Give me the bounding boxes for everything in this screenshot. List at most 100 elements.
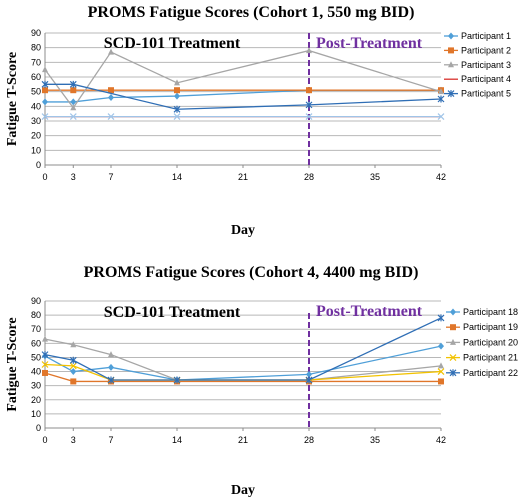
data-point (437, 95, 445, 103)
x-tick-label: 42 (436, 172, 446, 182)
legend-marker (450, 324, 456, 331)
data-point (437, 314, 445, 322)
data-point (69, 356, 77, 364)
data-point (438, 342, 444, 350)
y-tick-label: 40 (31, 367, 41, 377)
legend-marker (450, 338, 456, 345)
legend-marker (448, 47, 454, 54)
legend-entry: Participant 2 (444, 45, 511, 55)
legend-label: Participant 3 (461, 60, 511, 70)
data-point (42, 335, 48, 342)
series-line (44, 372, 441, 383)
data-point (174, 92, 180, 100)
y-axis-title: Fatigue T-Score (5, 317, 20, 411)
series (42, 87, 444, 94)
data-point (107, 376, 115, 384)
y-tick-label: 20 (31, 131, 41, 141)
legend-marker (450, 308, 456, 316)
y-tick-label: 30 (31, 116, 41, 126)
cohort-4-chart: PROMS Fatigue Scores (Cohort 4, 4400 mg … (5, 264, 518, 498)
data-point (42, 98, 48, 106)
legend-label: Participant 5 (461, 89, 511, 99)
data-point (70, 378, 77, 385)
legend-entry: Participant 4 (444, 74, 511, 84)
data-point (108, 351, 114, 358)
x-tick-label: 35 (370, 435, 380, 445)
data-point (108, 87, 114, 94)
x-tick-label: 21 (238, 435, 248, 445)
legend-entry: Participant 22 (446, 368, 518, 378)
legend-label: Participant 2 (461, 45, 511, 55)
x-tick-label: 7 (108, 172, 113, 182)
legend-marker (449, 354, 457, 362)
series (41, 113, 445, 121)
data-point (305, 101, 313, 109)
chart-1-title: PROMS Fatigue Scores (Cohort 1, 550 mg B… (88, 4, 415, 21)
data-point (305, 113, 313, 121)
y-tick-label: 80 (31, 43, 41, 53)
y-tick-label: 90 (31, 28, 41, 38)
legend-entry: Participant 18 (446, 307, 518, 317)
legend-entry: Participant 1 (444, 31, 511, 41)
x-tick-label: 28 (304, 435, 314, 445)
y-tick-label: 60 (31, 338, 41, 348)
treatment-label: SCD-101 Treatment (104, 304, 241, 321)
x-tick-label: 3 (71, 172, 76, 182)
x-tick-label: 42 (436, 435, 446, 445)
data-point (70, 341, 77, 348)
data-point (69, 80, 77, 88)
y-axis-title: Fatigue T-Score (5, 52, 20, 146)
series-line (44, 317, 442, 381)
legend-entry: Participant 3 (444, 60, 511, 70)
y-tick-label: 10 (31, 409, 41, 419)
data-point (69, 113, 77, 121)
legend-label: Participant 22 (463, 368, 518, 378)
legend-label: Participant 19 (463, 322, 518, 332)
y-tick-label: 20 (31, 395, 41, 405)
post-treatment-label: Post-Treatment (316, 35, 423, 52)
x-axis-title: Day (231, 223, 255, 238)
data-point (305, 376, 313, 384)
x-tick-label: 0 (42, 435, 47, 445)
data-point (41, 113, 49, 121)
y-tick-label: 70 (31, 324, 41, 334)
legend-entry: Participant 19 (446, 322, 518, 332)
x-tick-label: 0 (42, 172, 47, 182)
y-tick-label: 30 (31, 381, 41, 391)
data-point (107, 113, 115, 121)
y-tick-label: 60 (31, 72, 41, 82)
y-tick-label: 80 (31, 310, 41, 320)
legend-entry: Participant 21 (446, 353, 518, 363)
series (41, 80, 445, 113)
legend-marker (448, 32, 454, 40)
data-point (173, 105, 181, 113)
legend-marker (449, 369, 457, 377)
series (41, 314, 445, 384)
data-point (437, 113, 445, 121)
data-point (41, 80, 49, 88)
data-point (306, 47, 312, 54)
x-axis-title: Day (231, 483, 255, 498)
series-line (44, 49, 442, 109)
legend-entry: Participant 5 (444, 89, 511, 99)
data-point (41, 351, 49, 359)
legend-label: Participant 18 (463, 307, 518, 317)
x-tick-label: 7 (108, 435, 113, 445)
x-tick-label: 35 (370, 172, 380, 182)
data-point (437, 368, 445, 375)
data-point (42, 66, 48, 73)
data-point (70, 368, 77, 376)
y-tick-label: 0 (36, 160, 41, 170)
y-tick-label: 70 (31, 57, 41, 67)
data-point (108, 94, 114, 102)
data-point (70, 98, 77, 106)
treatment-label: SCD-101 Treatment (104, 35, 241, 52)
y-tick-label: 50 (31, 352, 41, 362)
data-point (70, 104, 77, 111)
legend-marker (448, 61, 454, 68)
data-point (69, 362, 77, 370)
data-point (173, 113, 181, 121)
legend-label: Participant 4 (461, 74, 511, 84)
cohort-1-chart: PROMS Fatigue Scores (Cohort 1, 550 mg B… (5, 4, 511, 238)
